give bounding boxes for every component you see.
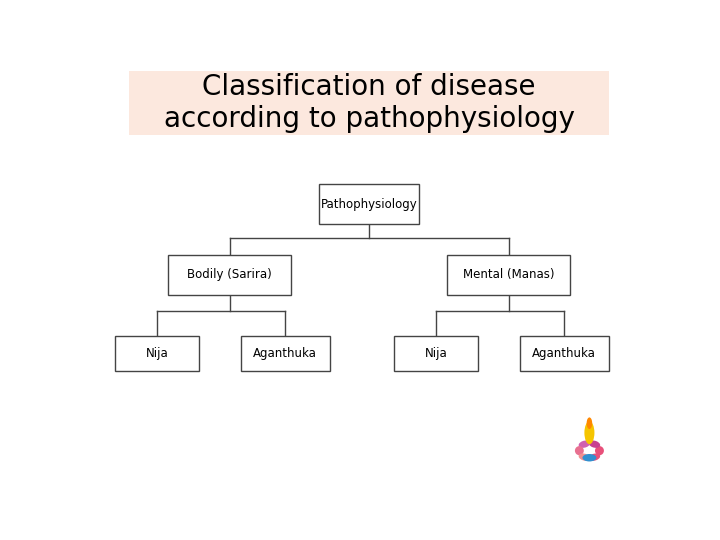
Ellipse shape	[589, 441, 600, 448]
FancyBboxPatch shape	[240, 336, 330, 372]
Text: Bodily (Sarira): Bodily (Sarira)	[187, 268, 272, 281]
Text: Classification of disease
according to pathophysiology: Classification of disease according to p…	[163, 73, 575, 133]
Ellipse shape	[575, 446, 584, 455]
Text: Nija: Nija	[425, 347, 447, 360]
Ellipse shape	[595, 446, 604, 455]
FancyBboxPatch shape	[319, 184, 419, 224]
Ellipse shape	[587, 417, 593, 429]
FancyBboxPatch shape	[520, 336, 609, 372]
Text: Pathophysiology: Pathophysiology	[320, 198, 418, 211]
FancyBboxPatch shape	[129, 71, 609, 136]
Ellipse shape	[582, 454, 596, 462]
FancyBboxPatch shape	[115, 336, 199, 372]
Ellipse shape	[589, 454, 600, 461]
Ellipse shape	[585, 421, 595, 444]
Ellipse shape	[579, 441, 590, 448]
Ellipse shape	[579, 454, 590, 461]
Text: Aganthuka: Aganthuka	[532, 347, 596, 360]
Text: Nija: Nija	[145, 347, 168, 360]
FancyBboxPatch shape	[168, 255, 291, 294]
FancyBboxPatch shape	[447, 255, 570, 294]
Text: Mental (Manas): Mental (Manas)	[463, 268, 554, 281]
FancyBboxPatch shape	[394, 336, 478, 372]
Text: Aganthuka: Aganthuka	[253, 347, 318, 360]
